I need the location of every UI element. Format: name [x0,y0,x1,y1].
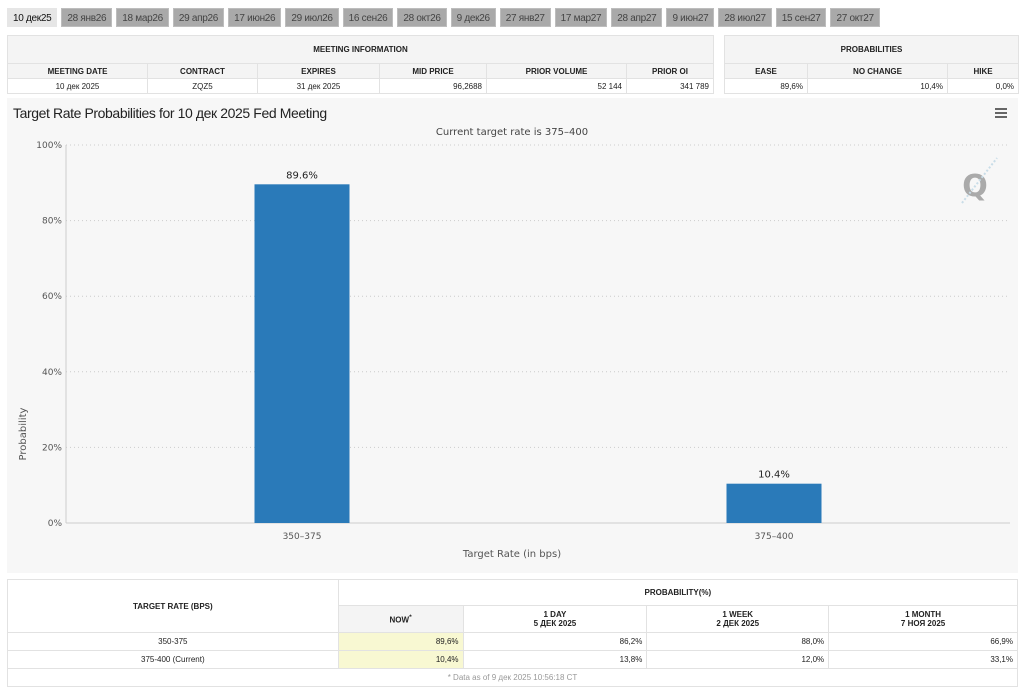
probability-value: 33,1% [828,650,1018,669]
y-tick-label: 80% [42,217,62,227]
prior-oi: 341 789 [626,78,714,94]
col-header: NO CHANGE [807,63,948,79]
no-change-value: 10,4% [807,78,948,94]
col-header: PRIOR VOLUME [486,63,627,79]
expires: 31 дек 2025 [257,78,380,94]
table-row: 350-375 89,6% 86,2% 88,0% 66,9% [7,632,1018,651]
tab-meeting[interactable]: 10 дек25 [7,8,58,27]
chart-panel: Target Rate Probabilities for 10 дек 202… [7,98,1018,573]
tab-meeting[interactable]: 9 дек26 [450,8,496,27]
ease-value: 89,6% [724,78,808,94]
tab-meeting[interactable]: 27 янв27 [499,8,551,27]
probability-value: 66,9% [828,632,1018,651]
now-footnote-mark: * [409,613,412,621]
period-header: 1 WEEK 2 ДЕК 2025 [646,605,830,633]
period-header: 1 DAY 5 ДЕК 2025 [462,605,648,633]
y-axis-label: Probability [18,407,29,460]
x-tick-label: 350–375 [283,532,322,542]
tab-meeting[interactable]: 18 мар26 [116,8,169,27]
period-label: 1 WEEK [722,610,754,619]
period-header: NOW* [337,605,464,633]
probability-value: 86,2% [462,632,648,651]
bar[interactable] [254,184,350,523]
footnote: * Data as of 9 дек 2025 10:56:18 CT [7,668,1018,687]
col-header: EXPIRES [257,63,380,79]
contract: ZQZ5 [147,78,258,94]
tab-meeting[interactable]: 28 июл27 [718,8,772,27]
tab-meeting[interactable]: 29 июл26 [285,8,339,27]
probabilities-title: PROBABILITIES [724,35,1019,64]
period-label: 1 MONTH [905,610,942,619]
table-row: 375-400 (Current) 10,4% 13,8% 12,0% 33,1% [7,650,1018,669]
data-label: 89.6% [286,170,318,181]
target-rate: 375-400 (Current) [7,650,339,669]
tab-meeting[interactable]: 29 апр26 [172,8,225,27]
col-header: MID PRICE [379,63,487,79]
tab-meeting[interactable]: 28 окт26 [397,8,447,27]
col-header: CONTRACT [147,63,258,79]
tab-meeting[interactable]: 27 окт27 [830,8,880,27]
bar-chart: Current target rate is 375–400 Target Ra… [18,127,1010,560]
y-tick-label: 40% [42,368,62,378]
meeting-info-title: MEETING INFORMATION [7,35,714,64]
data-label: 10.4% [758,470,790,481]
period-date: 5 ДЕК 2025 [533,619,577,628]
target-rate: 350-375 [7,632,339,651]
col-header: HIKE [947,63,1019,79]
target-rate-header: TARGET RATE (BPS) [7,579,339,633]
meeting-tabs: 10 дек25 28 янв26 18 мар26 29 апр26 17 июн26… [7,8,880,27]
period-date: 7 НОЯ 2025 [900,619,946,628]
period-label: NOW [389,615,410,625]
col-header: EASE [724,63,808,79]
period-date: 2 ДЕК 2025 [716,619,760,628]
y-tick-label: 20% [42,443,62,453]
probability-table: TARGET RATE (BPS) PROBABILITY(%) NOW* 1 D… [7,579,1019,687]
chart-title: Target Rate Probabilities for 10 дек 202… [13,105,327,121]
probability-value: 89,6% [337,632,464,651]
chart-subtitle: Current target rate is 375–400 [436,127,588,138]
probability-group-header: PROBABILITY(%) [337,579,1019,606]
col-header: MEETING DATE [7,63,148,79]
chart-menu-icon[interactable] [995,108,1007,120]
period-header: 1 MONTH 7 НОЯ 2025 [828,605,1018,633]
probabilities-table: PROBABILITIES EASE NO CHANGE HIKE 89,6% … [724,35,1019,94]
x-tick-label: 375–400 [755,532,794,542]
bar[interactable] [726,483,822,523]
tab-meeting[interactable]: 15 сен27 [775,8,827,27]
watermark-logo-icon: Q [961,157,998,204]
mid-price: 96,2688 [379,78,487,94]
y-tick-label: 60% [42,292,62,302]
col-header: PRIOR OI [626,63,714,79]
x-axis-label: Target Rate (in bps) [462,549,561,560]
y-tick-label: 0% [48,519,63,529]
tab-meeting[interactable]: 9 июн27 [666,8,715,27]
probability-value: 88,0% [646,632,830,651]
y-tick-label: 100% [36,141,62,151]
probability-value: 12,0% [646,650,830,669]
tab-meeting[interactable]: 17 мар27 [554,8,608,27]
tab-meeting[interactable]: 28 янв26 [61,8,113,27]
prior-volume: 52 144 [486,78,627,94]
tab-meeting[interactable]: 28 апр27 [611,8,663,27]
tab-meeting[interactable]: 16 сен26 [342,8,394,27]
meeting-date: 10 дек 2025 [7,78,148,94]
tab-meeting[interactable]: 17 июн26 [228,8,282,27]
hike-value: 0,0% [947,78,1019,94]
probability-value: 10,4% [337,650,464,669]
probability-value: 13,8% [462,650,648,669]
meeting-information-table: MEETING INFORMATION MEETING DATE CONTRAC… [7,35,714,94]
period-label: 1 DAY [543,610,567,619]
